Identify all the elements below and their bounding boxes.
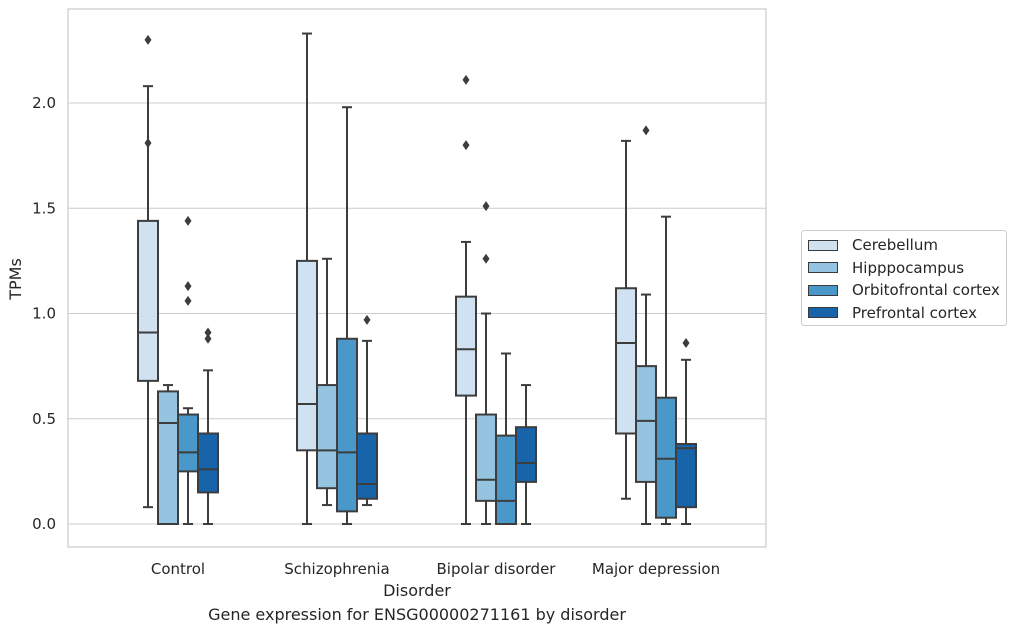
iqr-box	[197, 432, 219, 494]
iqr-box	[515, 426, 537, 483]
legend-label: Orbitofrontal cortex	[852, 281, 1000, 299]
x-tick-labels: Control Schizophrenia Bipolar disorder Majo…	[151, 560, 720, 578]
y-tick-label: 2.0	[32, 94, 56, 112]
x-axis-title: Disorder	[383, 581, 451, 600]
outlier-point	[482, 253, 490, 264]
legend-item: Prefrontal cortex	[808, 302, 977, 324]
y-tick-label: 1.5	[32, 199, 56, 217]
outlier-point	[184, 295, 192, 306]
outlier-point	[363, 314, 371, 325]
legend-swatch	[808, 239, 838, 251]
iqr-box	[296, 259, 318, 452]
outlier-point	[642, 125, 650, 136]
outlier-point	[462, 140, 470, 151]
legend-item: Orbitofrontal cortex	[808, 279, 1000, 301]
y-axis-title: TPMs	[6, 258, 25, 301]
legend-swatch	[808, 307, 838, 318]
y-tick-label: 0.0	[32, 515, 56, 533]
iqr-box	[177, 413, 199, 473]
outlier-point	[184, 281, 192, 292]
legend: Cerebellum Hipppocampus Orbitofrontal cort…	[801, 230, 1007, 326]
outlier-point	[682, 337, 690, 348]
box-cerebellum	[455, 74, 477, 525]
outlier-point	[204, 333, 212, 344]
iqr-box	[356, 432, 378, 500]
iqr-box	[495, 434, 517, 525]
box-prefrontal-cortex	[197, 327, 219, 525]
outlier-point	[144, 137, 152, 148]
iqr-box	[475, 413, 497, 502]
outlier-point	[184, 215, 192, 226]
legend-label: Hipppocampus	[852, 258, 965, 277]
x-tick-label: Major depression	[592, 560, 720, 578]
box-hipppocampus	[316, 257, 338, 507]
figure-caption: Gene expression for ENSG00000271161 by d…	[208, 605, 626, 624]
legend-label: Prefrontal cortex	[852, 303, 977, 322]
outlier-point	[144, 34, 152, 45]
legend-swatch	[808, 262, 838, 273]
x-tick-label: Bipolar disorder	[437, 560, 557, 578]
box-hipppocampus	[635, 125, 657, 525]
legend-label: Cerebellum	[852, 236, 938, 254]
iqr-box	[615, 287, 637, 435]
iqr-box	[675, 443, 697, 509]
outlier-point	[462, 74, 470, 85]
box-orbitofrontal-cortex	[177, 215, 199, 525]
legend-item: Cerebellum	[808, 234, 938, 256]
iqr-box	[655, 396, 677, 519]
x-tick-label: Schizophrenia	[284, 560, 389, 578]
iqr-box	[316, 384, 338, 490]
y-tick-label: 1.0	[32, 305, 56, 323]
legend-swatch	[808, 284, 838, 296]
box-cerebellum	[296, 32, 318, 525]
x-tick-label: Control	[151, 560, 205, 578]
plot-frame	[67, 8, 767, 548]
box-hipppocampus	[475, 201, 497, 525]
iqr-box	[336, 337, 358, 513]
box-orbitofrontal-cortex	[655, 215, 677, 525]
box-prefrontal-cortex	[515, 384, 537, 525]
y-tick-label: 0.5	[32, 410, 56, 428]
box-orbitofrontal-cortex	[336, 106, 358, 525]
y-tick-labels: 0.0 0.5 1.0 1.5 2.0	[32, 94, 56, 533]
legend-item: Hipppocampus	[808, 257, 964, 279]
iqr-box	[137, 219, 159, 382]
iqr-box	[635, 365, 657, 483]
box-cerebellum	[137, 34, 159, 509]
outlier-point	[204, 327, 212, 338]
box-prefrontal-cortex	[675, 337, 697, 525]
box-hipppocampus	[157, 384, 179, 526]
iqr-box	[157, 390, 179, 526]
boxes	[137, 32, 697, 526]
box-prefrontal-cortex	[356, 314, 378, 507]
outlier-point	[482, 201, 490, 212]
box-cerebellum	[615, 139, 637, 500]
box-orbitofrontal-cortex	[495, 352, 517, 525]
iqr-box	[455, 295, 477, 397]
